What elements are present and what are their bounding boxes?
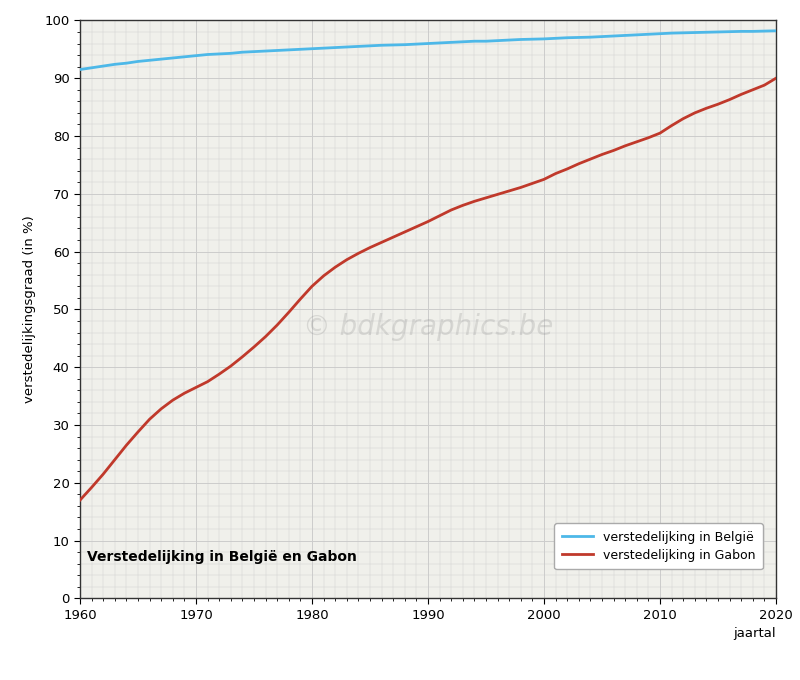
Legend: verstedelijking in België, verstedelijking in Gabon: verstedelijking in België, verstedelijki… xyxy=(554,523,762,569)
X-axis label: jaartal: jaartal xyxy=(734,628,776,641)
Text: Verstedelijking in België en Gabon: Verstedelijking in België en Gabon xyxy=(87,549,357,564)
Y-axis label: verstedelijkingsgraad (in %): verstedelijkingsgraad (in %) xyxy=(23,216,36,403)
Text: © bdkgraphics.be: © bdkgraphics.be xyxy=(303,313,553,341)
